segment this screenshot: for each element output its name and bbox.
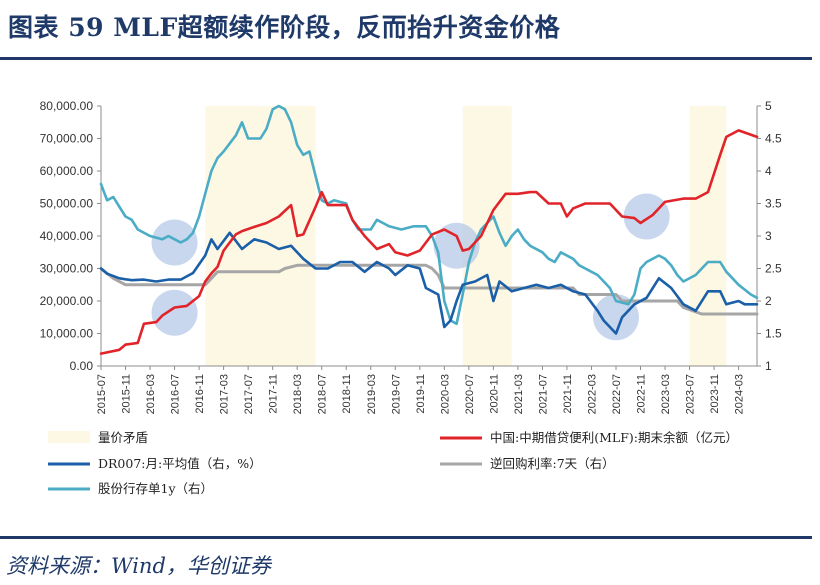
x-tick-label: 2019-03 [366,374,378,414]
right-tick-label: 4.5 [765,132,782,146]
x-tick-label: 2017-07 [243,374,255,414]
right-tick-label: 5 [765,99,772,113]
legend-label: 股份行存单1y（右） [98,481,213,496]
highlight-circle-1 [151,289,198,336]
x-tick-label: 2021-07 [537,374,549,414]
left-tick-label: 50,000.00 [40,197,94,211]
series-lines [99,104,759,355]
x-tick-label: 2017-03 [219,374,231,414]
x-tick-label: 2018-07 [317,374,329,414]
highlight-circles [151,193,670,341]
chart-title: 图表 59 MLF超额续作阶段，反而抬升资金价格 [8,13,561,42]
x-tick-label: 2022-07 [611,374,623,414]
series-line-repo [99,263,759,316]
footer-rule [0,536,812,539]
left-tick-label: 80,000.00 [40,99,94,113]
series-line-mlf [99,129,759,355]
legend-label: DR007:月:平均值（右，%） [98,456,262,471]
left-tick-label: 60,000.00 [40,164,94,178]
highlight-circle-3 [592,294,639,341]
x-tick-label: 2021-03 [513,374,525,414]
x-tick-label: 2024-03 [734,374,746,414]
series-line-ncd [99,104,759,326]
right-tick-label: 1.5 [765,327,782,341]
right-tick-label: 2.5 [765,262,782,276]
shaded-period-2 [689,106,727,366]
right-tick-label: 3.5 [765,197,782,211]
x-tick-label: 2016-11 [194,374,206,414]
x-tick-label: 2017-11 [268,374,280,414]
left-tick-label: 10,000.00 [40,327,94,341]
x-tick-label: 2022-11 [636,374,648,414]
legend-label: 量价矛盾 [98,430,148,445]
x-tick-label: 2016-07 [170,374,182,414]
title-rule [0,57,812,60]
left-tick-label: 40,000.00 [40,229,94,243]
legend-label: 逆回购利率:7天（右） [490,456,615,471]
x-tick-label: 2015-07 [96,374,108,414]
x-tick-label: 2020-07 [464,374,476,414]
right-tick-label: 1 [765,359,772,373]
chart-axes: 0.00 10,000.00 20,000.00 30,000.00 40,000.00… [40,99,782,414]
left-tick-label: 30,000.00 [40,262,94,276]
x-tick-label: 2021-11 [562,374,574,414]
x-tick-label: 2023-07 [685,374,697,414]
left-tick-label: 20,000.00 [40,294,94,308]
left-tick-label: 70,000.00 [40,132,94,146]
right-tick-label: 4 [765,164,772,178]
chart-canvas: 0.00 10,000.00 20,000.00 30,000.00 40,000.00… [40,99,782,496]
highlight-circle-4 [623,193,670,240]
right-tick-label: 3 [765,229,772,243]
x-tick-label: 2022-03 [586,374,598,414]
shaded-periods [205,106,727,366]
x-tick-label: 2023-11 [709,374,721,414]
x-tick-label: 2023-03 [660,374,672,414]
x-tick-label: 2015-11 [121,374,133,414]
left-tick-label: 0.00 [70,359,94,373]
chart-legend: 量价矛盾 中国:中期借贷便利(MLF):期末余额（亿元） DR007:月:平均值（右… [48,430,738,496]
highlight-circle-2 [433,222,480,269]
series-line-dr007 [99,231,759,335]
x-tick-label: 2019-07 [390,374,402,414]
legend-swatch-shade [48,431,90,443]
right-tick-label: 2 [765,294,772,308]
x-tick-label: 2020-11 [488,374,500,414]
x-tick-label: 2018-03 [292,374,304,414]
highlight-circle-0 [151,219,198,266]
x-tick-label: 2016-03 [145,374,157,414]
x-tick-label: 2018-11 [341,374,353,414]
source-note: 资料来源：Wind，华创证券 [6,554,271,578]
x-tick-label: 2020-03 [439,374,451,414]
legend-label: 中国:中期借贷便利(MLF):期末余额（亿元） [490,430,738,445]
x-tick-label: 2019-11 [415,374,427,414]
